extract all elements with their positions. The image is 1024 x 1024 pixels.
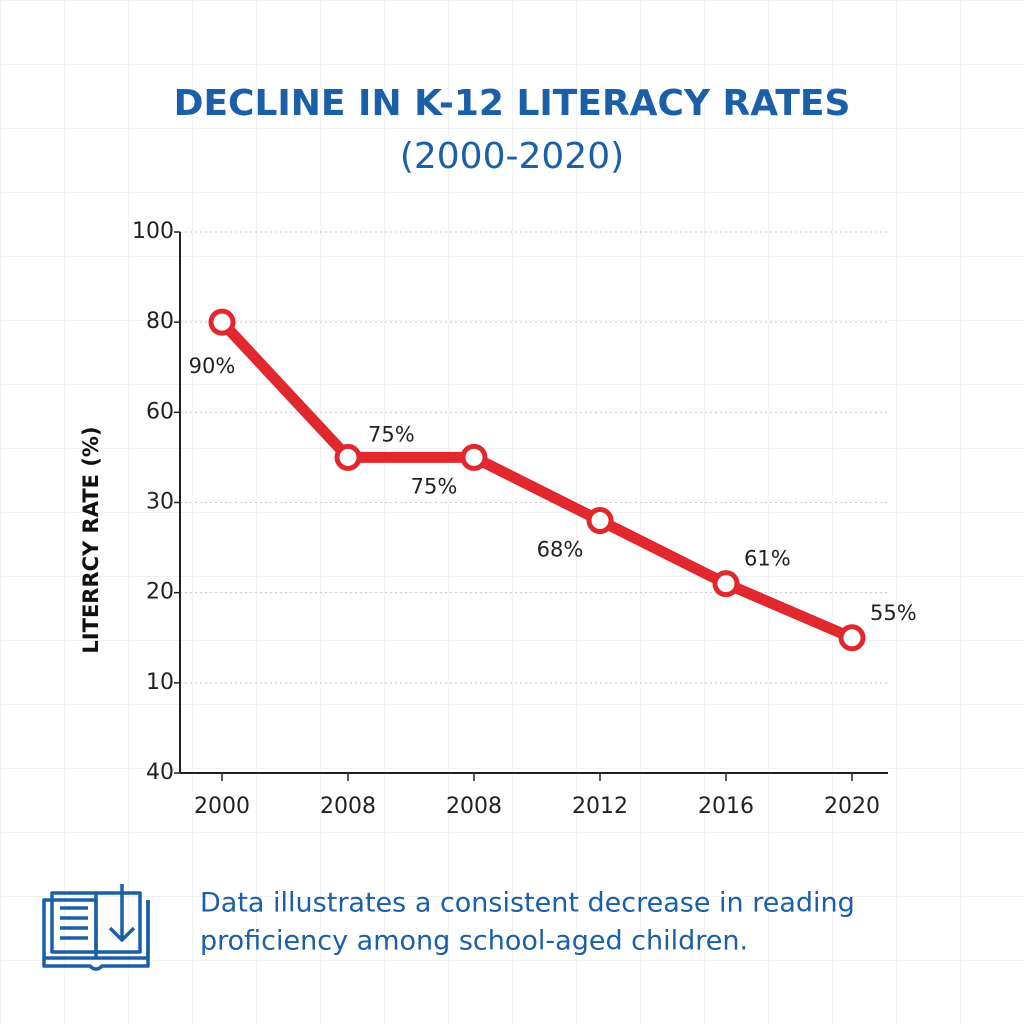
y-axis-label: LITERRCY RATE (%)	[79, 426, 103, 653]
line	[217, 318, 855, 643]
chart-title: DECLINE IN K-12 LITERACY RATES	[174, 83, 851, 124]
x-tick-label: 2016	[698, 794, 754, 819]
x-tick-label: 2000	[194, 794, 250, 819]
book-icon	[42, 884, 150, 971]
y-tick-label: 40	[146, 760, 174, 785]
y-tick-label: 20	[146, 580, 174, 605]
data-label: 75%	[411, 474, 458, 498]
data-label: 75%	[368, 422, 415, 446]
y-tick-label: 80	[146, 309, 174, 334]
data-label: 68%	[537, 538, 584, 562]
footnote-line: Data illustrates a consistent decrease i…	[200, 888, 855, 919]
data-label: 90%	[189, 354, 236, 378]
x-tick-label: 2012	[572, 794, 628, 819]
data-label: 55%	[870, 601, 917, 625]
y-tick-label: 100	[132, 219, 174, 244]
point	[208, 308, 236, 336]
footnote-line: proficiency among school-aged children.	[200, 926, 748, 957]
data-label: 61%	[744, 547, 791, 571]
point	[334, 443, 362, 471]
point	[586, 507, 614, 535]
x-tick-label: 2008	[446, 794, 502, 819]
y-tick-label: 10	[146, 670, 174, 695]
point	[838, 624, 866, 652]
point	[460, 443, 488, 471]
y-tick-label: 30	[146, 490, 174, 515]
x-tick-label: 2020	[824, 794, 880, 819]
chart-subtitle: (2000-2020)	[400, 136, 624, 177]
y-tick-label: 60	[146, 399, 174, 424]
point	[712, 570, 740, 598]
x-tick-label: 2008	[320, 794, 376, 819]
